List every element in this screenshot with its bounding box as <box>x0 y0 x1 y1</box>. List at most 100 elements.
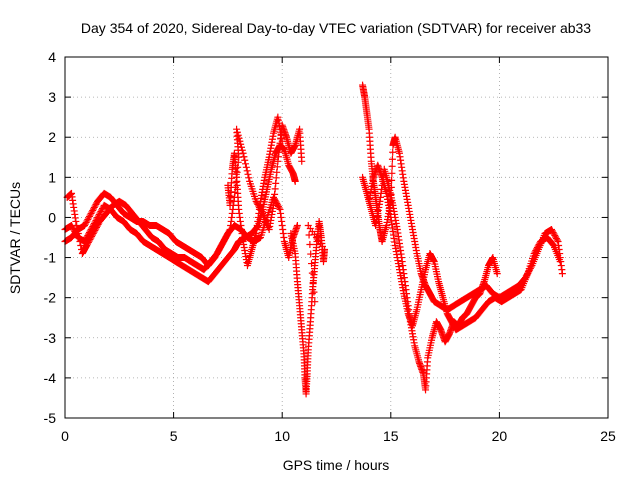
y-tick-label: -3 <box>44 330 57 346</box>
data-point <box>550 230 558 238</box>
data-point <box>244 170 252 178</box>
data-point <box>91 202 99 210</box>
data-point <box>304 221 312 229</box>
data-point <box>274 202 282 210</box>
data-point <box>493 270 501 278</box>
data-point <box>311 298 319 306</box>
data-point <box>88 232 96 240</box>
series-track-d <box>224 113 286 270</box>
data-point <box>224 228 232 236</box>
x-tick-label: 0 <box>61 428 69 444</box>
data-point <box>237 140 245 148</box>
y-tick-label: -1 <box>44 250 57 266</box>
y-tick-label: 2 <box>48 129 56 145</box>
data-point <box>549 228 557 236</box>
data-point <box>215 247 223 255</box>
data-point <box>86 211 94 219</box>
data-point <box>235 134 243 142</box>
data-point <box>220 236 228 244</box>
data-point <box>307 250 315 258</box>
y-tick-label: 4 <box>48 49 56 65</box>
data-point <box>275 204 283 212</box>
data-point <box>237 143 245 151</box>
data-point <box>548 225 556 233</box>
data-point <box>305 231 313 239</box>
data-point <box>68 223 76 231</box>
data-point <box>533 245 541 253</box>
data-point <box>83 242 91 250</box>
y-tick-label: 1 <box>48 169 56 185</box>
data-point <box>91 226 99 234</box>
x-axis-label: GPS time / hours <box>283 457 390 473</box>
data-series <box>61 81 566 398</box>
data-point <box>306 241 314 249</box>
data-point <box>309 279 317 287</box>
x-tick-label: 25 <box>600 428 616 444</box>
data-point <box>98 206 106 214</box>
data-point <box>72 217 80 225</box>
data-point <box>81 220 89 228</box>
y-tick-label: -4 <box>44 370 57 386</box>
data-point <box>92 200 100 208</box>
data-point <box>389 148 397 156</box>
data-point <box>298 157 306 165</box>
data-point <box>85 212 93 220</box>
x-tick-label: 15 <box>383 428 399 444</box>
data-point <box>96 209 104 217</box>
data-point <box>310 288 318 296</box>
data-point <box>388 169 396 177</box>
data-point <box>218 241 226 249</box>
y-axis-ticks: -5 -4 -3 -2 -1 0 1 2 3 4 <box>44 49 608 426</box>
data-point <box>85 237 93 245</box>
data-point <box>92 223 100 231</box>
data-point <box>388 162 396 170</box>
data-point <box>222 233 230 241</box>
y-axis-label: SDTVAR / TECUs <box>7 182 23 294</box>
data-point <box>74 229 82 237</box>
data-point <box>308 260 316 268</box>
data-point <box>90 203 98 211</box>
data-point <box>239 149 247 157</box>
data-point <box>81 221 89 229</box>
data-point <box>97 207 105 215</box>
data-point <box>89 229 97 237</box>
data-point <box>86 236 94 244</box>
data-point <box>533 244 541 252</box>
data-point <box>532 247 540 255</box>
y-tick-label: 3 <box>48 89 56 105</box>
series-track-f <box>359 165 501 394</box>
data-point <box>90 205 98 213</box>
y-tick-label: -5 <box>44 410 57 426</box>
data-point <box>242 163 250 171</box>
data-point <box>73 221 81 229</box>
data-point <box>238 146 246 154</box>
x-tick-label: 5 <box>170 428 178 444</box>
data-point <box>551 231 559 239</box>
data-point <box>243 167 251 175</box>
series-track-c <box>63 121 306 274</box>
data-point <box>213 250 221 258</box>
data-point <box>558 270 566 278</box>
data-point <box>82 218 90 226</box>
data-point <box>293 221 301 229</box>
data-point <box>84 239 92 247</box>
data-point <box>245 174 253 182</box>
data-point <box>87 234 95 242</box>
data-point <box>548 227 556 235</box>
data-point <box>88 208 96 216</box>
plot-border <box>64 56 609 419</box>
data-point <box>85 214 93 222</box>
data-point <box>388 155 396 163</box>
grid-lines <box>65 57 608 418</box>
data-point <box>308 269 316 277</box>
data-point <box>556 258 564 266</box>
data-point <box>553 236 561 244</box>
y-tick-label: 0 <box>48 209 56 225</box>
data-point <box>214 248 222 256</box>
data-point <box>531 248 539 256</box>
data-point <box>216 244 224 252</box>
series-dip-11h <box>287 217 329 398</box>
x-axis-ticks: 0 5 10 15 20 25 <box>61 57 616 444</box>
data-point <box>84 215 92 223</box>
